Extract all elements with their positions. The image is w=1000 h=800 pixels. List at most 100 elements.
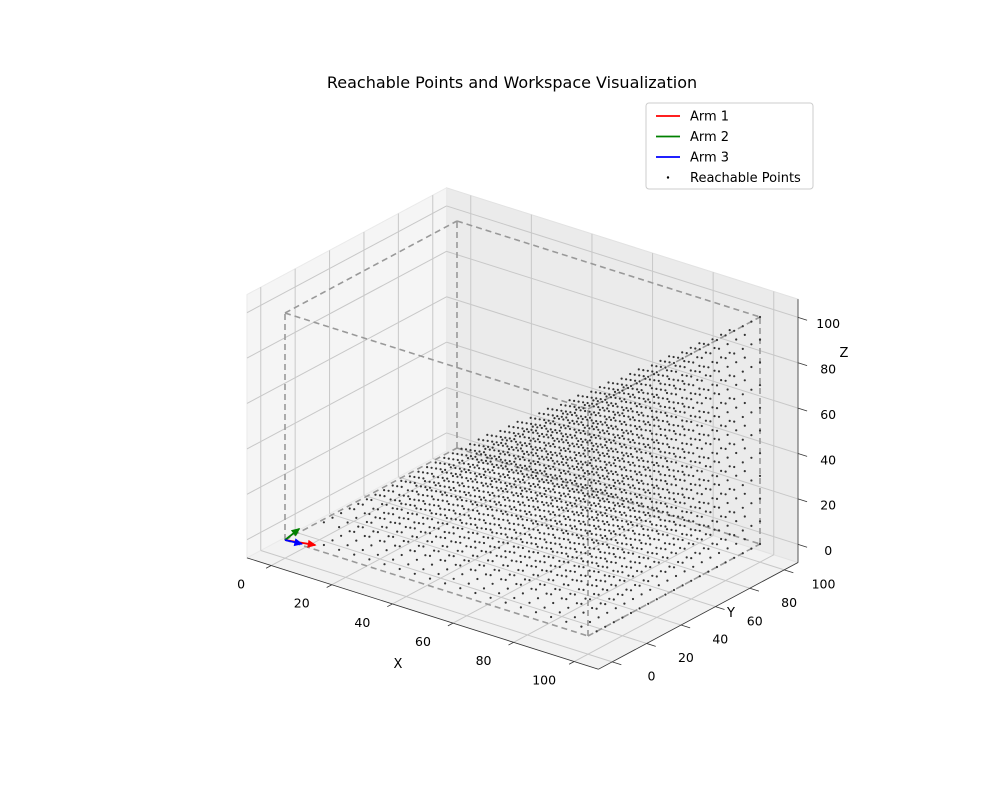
reachable-point bbox=[726, 388, 729, 391]
reachable-point bbox=[715, 361, 719, 364]
reachable-point bbox=[505, 439, 508, 442]
reachable-point bbox=[489, 477, 492, 480]
reachable-point bbox=[459, 519, 462, 522]
reachable-point bbox=[482, 513, 485, 516]
reachable-point bbox=[652, 509, 656, 512]
reachable-point bbox=[638, 442, 641, 445]
reachable-point bbox=[612, 621, 615, 624]
reachable-point bbox=[733, 556, 736, 559]
reachable-point bbox=[653, 447, 656, 450]
reachable-point bbox=[516, 472, 520, 475]
reachable-point bbox=[637, 391, 640, 394]
reachable-point bbox=[467, 485, 470, 488]
reachable-point bbox=[555, 409, 559, 412]
reachable-point bbox=[704, 351, 708, 354]
reachable-point bbox=[566, 487, 570, 490]
reachable-point bbox=[642, 505, 645, 508]
reachable-point bbox=[664, 457, 667, 460]
reachable-point bbox=[651, 393, 654, 396]
reachable-point bbox=[661, 465, 665, 468]
reachable-point bbox=[433, 481, 436, 484]
reachable-point bbox=[720, 401, 723, 404]
reachable-point bbox=[545, 569, 548, 573]
reachable-point bbox=[437, 504, 440, 507]
reachable-point bbox=[634, 447, 637, 450]
reachable-point bbox=[462, 507, 465, 510]
reachable-point bbox=[456, 498, 459, 501]
reachable-point bbox=[750, 434, 753, 437]
reachable-point bbox=[687, 542, 690, 545]
reachable-point bbox=[640, 451, 643, 454]
reachable-point bbox=[625, 537, 628, 540]
reachable-point bbox=[564, 501, 568, 504]
reachable-point bbox=[646, 369, 649, 372]
reachable-point bbox=[489, 505, 492, 509]
reachable-point bbox=[508, 522, 511, 525]
reachable-point bbox=[715, 429, 719, 432]
reachable-point bbox=[543, 555, 546, 558]
reachable-point bbox=[422, 568, 425, 571]
reachable-point bbox=[579, 522, 582, 525]
reachable-point bbox=[508, 437, 511, 440]
reachable-point bbox=[603, 409, 606, 412]
reachable-point bbox=[519, 492, 523, 495]
reachable-point bbox=[506, 445, 509, 448]
reachable-point bbox=[508, 460, 511, 463]
reachable-point bbox=[543, 538, 546, 541]
reachable-point bbox=[650, 432, 654, 435]
reachable-point bbox=[652, 373, 656, 376]
reachable-point bbox=[550, 457, 553, 460]
reachable-point bbox=[551, 459, 554, 462]
z-tick-label: 0 bbox=[824, 543, 832, 558]
reachable-point bbox=[665, 414, 669, 417]
reachable-point bbox=[715, 497, 719, 500]
reachable-point bbox=[557, 508, 561, 511]
reachable-point bbox=[733, 534, 736, 537]
reachable-point bbox=[534, 537, 537, 540]
reachable-point bbox=[598, 408, 602, 411]
reachable-point bbox=[595, 442, 598, 445]
reachable-point bbox=[545, 456, 548, 459]
reachable-point bbox=[591, 425, 594, 428]
reachable-point bbox=[443, 485, 446, 488]
reachable-point bbox=[640, 389, 643, 392]
z-tick-label: 100 bbox=[816, 316, 840, 331]
reachable-point bbox=[545, 450, 548, 453]
reachable-point bbox=[592, 467, 595, 470]
reachable-point bbox=[646, 415, 649, 418]
reachable-point bbox=[551, 527, 554, 531]
reachable-point bbox=[516, 420, 519, 423]
reachable-point bbox=[588, 404, 591, 407]
reachable-point bbox=[579, 500, 582, 503]
reachable-point bbox=[586, 492, 589, 495]
reachable-point bbox=[478, 450, 481, 453]
reachable-point bbox=[614, 487, 617, 490]
reachable-point bbox=[463, 513, 466, 516]
reachable-point bbox=[579, 528, 583, 531]
reachable-point bbox=[640, 428, 643, 431]
reachable-point bbox=[553, 462, 556, 465]
reachable-point bbox=[593, 570, 596, 573]
reachable-point bbox=[469, 517, 472, 520]
reachable-point bbox=[521, 456, 525, 459]
reachable-point bbox=[521, 427, 524, 430]
reachable-point bbox=[663, 451, 667, 454]
reachable-point bbox=[523, 430, 526, 433]
reachable-point bbox=[510, 536, 513, 540]
arm-2-arrowhead bbox=[290, 528, 301, 537]
reachable-point bbox=[594, 414, 597, 417]
reachable-point bbox=[758, 338, 762, 341]
reachable-point bbox=[512, 426, 515, 429]
reachable-point bbox=[501, 490, 504, 493]
reachable-point bbox=[565, 507, 568, 510]
reachable-point bbox=[690, 352, 693, 355]
reachable-point bbox=[493, 517, 496, 520]
reachable-point bbox=[573, 513, 576, 516]
reachable-point bbox=[623, 489, 626, 492]
reachable-point bbox=[514, 531, 518, 534]
reachable-point bbox=[728, 442, 731, 445]
reachable-point bbox=[459, 564, 462, 567]
reachable-point bbox=[704, 396, 708, 400]
reachable-point bbox=[452, 526, 455, 529]
reachable-point bbox=[599, 443, 602, 446]
